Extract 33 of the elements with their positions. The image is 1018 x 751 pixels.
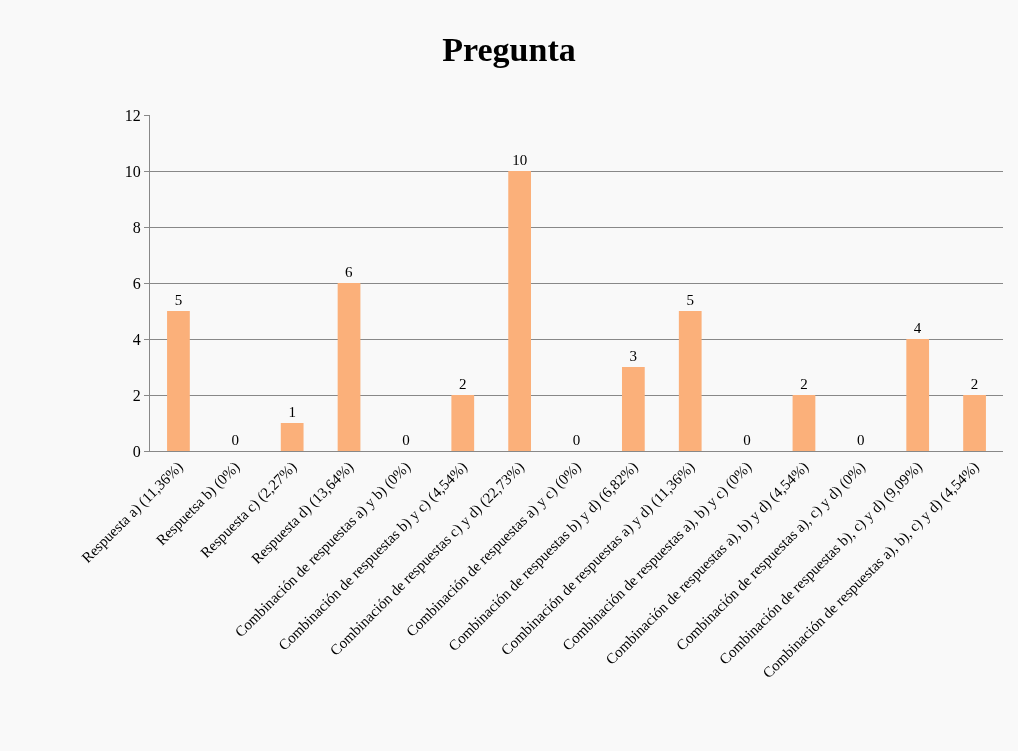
data-label: 4	[913, 320, 922, 336]
chart-title: Pregunta	[442, 31, 576, 69]
data-label: 0	[857, 432, 865, 448]
y-tick-label: 4	[132, 330, 141, 348]
data-label: 1	[288, 404, 296, 420]
bar	[963, 395, 986, 451]
bar	[792, 395, 816, 451]
bar	[621, 367, 645, 451]
data-label: 0	[402, 432, 410, 448]
data-label: 6	[345, 264, 354, 280]
bar	[337, 283, 361, 451]
bar	[280, 423, 304, 451]
y-tick-label: 12	[124, 106, 141, 124]
data-label: 0	[743, 432, 751, 448]
bar	[678, 311, 702, 451]
y-tick-label: 8	[132, 218, 141, 236]
data-label: 5	[174, 292, 183, 308]
bar	[508, 171, 532, 451]
data-label: 0	[572, 432, 581, 448]
data-label: 2	[800, 376, 808, 392]
bar	[167, 311, 190, 451]
data-label: 0	[231, 432, 240, 448]
bar	[451, 395, 475, 451]
data-label: 5	[686, 292, 694, 308]
data-label: 3	[629, 348, 638, 364]
data-label: 2	[459, 376, 467, 392]
data-label: 2	[970, 376, 979, 392]
y-tick-label: 0	[132, 442, 141, 460]
data-label: 10	[512, 152, 528, 168]
y-tick-label: 6	[132, 274, 141, 292]
y-tick-label: 10	[124, 162, 141, 180]
y-tick-label: 2	[132, 386, 141, 404]
bar	[906, 339, 930, 451]
